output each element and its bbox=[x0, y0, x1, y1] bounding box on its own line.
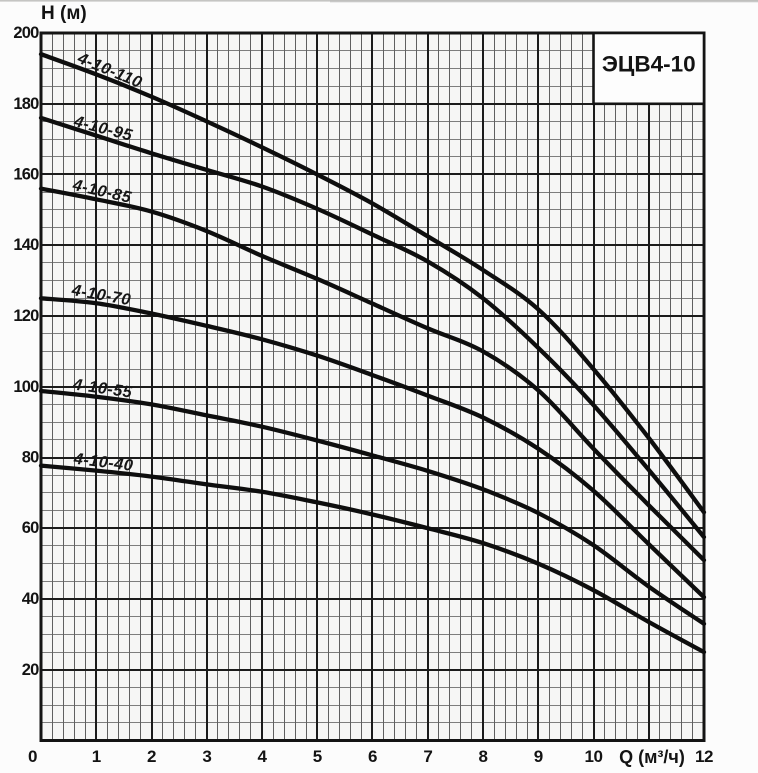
svg-text:0: 0 bbox=[28, 747, 37, 766]
svg-text:ЭЦВ4-10: ЭЦВ4-10 bbox=[602, 52, 696, 77]
svg-text:200: 200 bbox=[13, 24, 39, 42]
svg-text:180: 180 bbox=[13, 95, 39, 113]
svg-text:10: 10 bbox=[585, 747, 603, 766]
svg-text:9: 9 bbox=[534, 747, 543, 766]
svg-text:80: 80 bbox=[22, 449, 39, 467]
svg-text:12: 12 bbox=[695, 747, 713, 766]
svg-text:2: 2 bbox=[147, 747, 156, 766]
svg-text:60: 60 bbox=[22, 519, 39, 537]
svg-text:3: 3 bbox=[202, 747, 211, 766]
svg-text:5: 5 bbox=[313, 747, 322, 766]
svg-text:Н (м): Н (м) bbox=[41, 3, 87, 24]
svg-text:1: 1 bbox=[92, 747, 101, 766]
svg-text:160: 160 bbox=[13, 166, 39, 184]
svg-text:4: 4 bbox=[258, 747, 268, 766]
svg-text:140: 140 bbox=[13, 236, 39, 254]
svg-text:6: 6 bbox=[368, 747, 377, 766]
svg-text:8: 8 bbox=[479, 747, 488, 766]
svg-text:100: 100 bbox=[13, 378, 39, 396]
svg-text:20: 20 bbox=[22, 661, 39, 679]
svg-text:7: 7 bbox=[423, 747, 432, 766]
svg-text:120: 120 bbox=[13, 307, 39, 325]
svg-text:40: 40 bbox=[22, 590, 39, 608]
svg-text:Q (м³/ч): Q (м³/ч) bbox=[619, 747, 685, 767]
